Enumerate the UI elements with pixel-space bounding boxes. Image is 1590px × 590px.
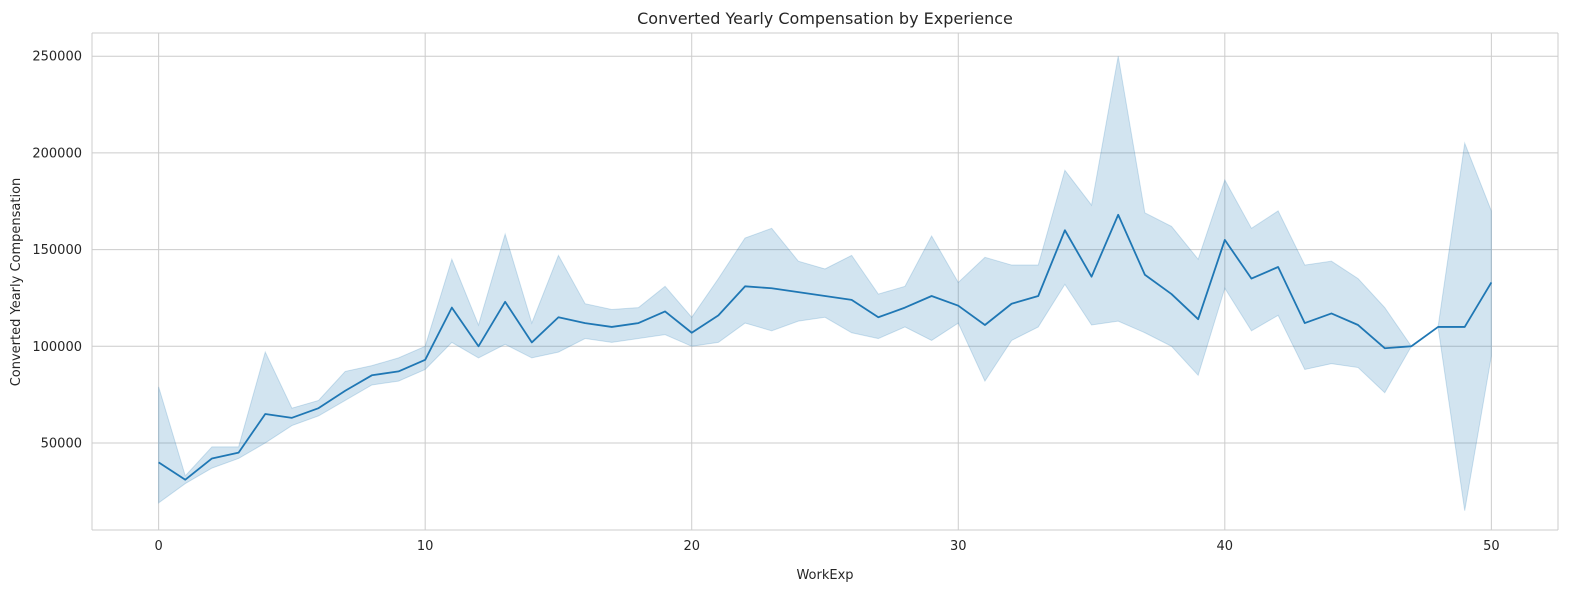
data-point xyxy=(291,417,293,419)
y-axis-ticks: 50000 100000 150000 200000 250000 xyxy=(32,50,82,452)
x-axis-label: WorkExp xyxy=(796,568,853,583)
data-point xyxy=(850,299,852,301)
data-point xyxy=(664,310,666,312)
data-point xyxy=(397,370,399,372)
data-point xyxy=(930,295,932,297)
data-point xyxy=(691,332,693,334)
x-tick-label: 0 xyxy=(154,539,162,554)
data-point xyxy=(1330,312,1332,314)
y-tick-label: 250000 xyxy=(32,50,82,65)
data-point xyxy=(1464,326,1466,328)
data-point xyxy=(157,461,159,463)
data-point xyxy=(1224,239,1226,241)
grid-lines xyxy=(92,33,1558,530)
data-point xyxy=(984,324,986,326)
data-point xyxy=(1357,324,1359,326)
y-tick-label: 200000 xyxy=(32,146,82,161)
data-point xyxy=(1437,326,1439,328)
data-point xyxy=(1144,274,1146,276)
confidence-band xyxy=(158,56,1492,511)
chart-title: Converted Yearly Compensation by Experie… xyxy=(637,9,1013,28)
data-point xyxy=(451,306,453,308)
data-point xyxy=(824,295,826,297)
data-point xyxy=(717,314,719,316)
data-point xyxy=(237,451,239,453)
x-axis-ticks: 0 10 20 30 40 50 xyxy=(154,539,1499,554)
data-point xyxy=(877,316,879,318)
data-point xyxy=(611,326,613,328)
data-point xyxy=(797,291,799,293)
data-point xyxy=(1170,293,1172,295)
data-point xyxy=(317,407,319,409)
data-point xyxy=(184,479,186,481)
y-tick-label: 100000 xyxy=(32,340,82,355)
y-tick-label: 150000 xyxy=(32,243,82,258)
x-tick-label: 50 xyxy=(1483,539,1500,554)
data-point xyxy=(1277,266,1279,268)
data-point xyxy=(1490,281,1492,283)
data-point xyxy=(1010,303,1012,305)
data-point xyxy=(504,301,506,303)
data-point xyxy=(424,359,426,361)
data-point xyxy=(904,306,906,308)
data-point xyxy=(264,413,266,415)
y-axis-label: Converted Yearly Compensation xyxy=(9,178,24,387)
series-line-layer xyxy=(157,213,1493,481)
y-tick-label: 50000 xyxy=(41,436,82,451)
confidence-band-layer xyxy=(158,56,1492,511)
data-point xyxy=(1384,347,1386,349)
data-point xyxy=(531,341,533,343)
data-point xyxy=(744,285,746,287)
x-tick-label: 10 xyxy=(417,539,434,554)
data-point xyxy=(1197,318,1199,320)
data-point xyxy=(1117,214,1119,216)
data-point xyxy=(211,457,213,459)
data-point xyxy=(477,345,479,347)
data-point xyxy=(637,322,639,324)
data-point xyxy=(1410,345,1412,347)
data-point xyxy=(1037,295,1039,297)
data-point xyxy=(371,374,373,376)
data-point xyxy=(957,304,959,306)
data-point xyxy=(557,316,559,318)
data-point xyxy=(344,390,346,392)
x-tick-label: 30 xyxy=(950,539,967,554)
data-point xyxy=(1090,275,1092,277)
x-tick-label: 20 xyxy=(683,539,700,554)
data-point xyxy=(1250,277,1252,279)
data-point xyxy=(1304,322,1306,324)
x-tick-label: 40 xyxy=(1217,539,1234,554)
data-point xyxy=(1064,229,1066,231)
data-point xyxy=(770,287,772,289)
plot-spines xyxy=(91,32,1559,531)
data-point xyxy=(584,322,586,324)
series-line xyxy=(158,213,1493,481)
